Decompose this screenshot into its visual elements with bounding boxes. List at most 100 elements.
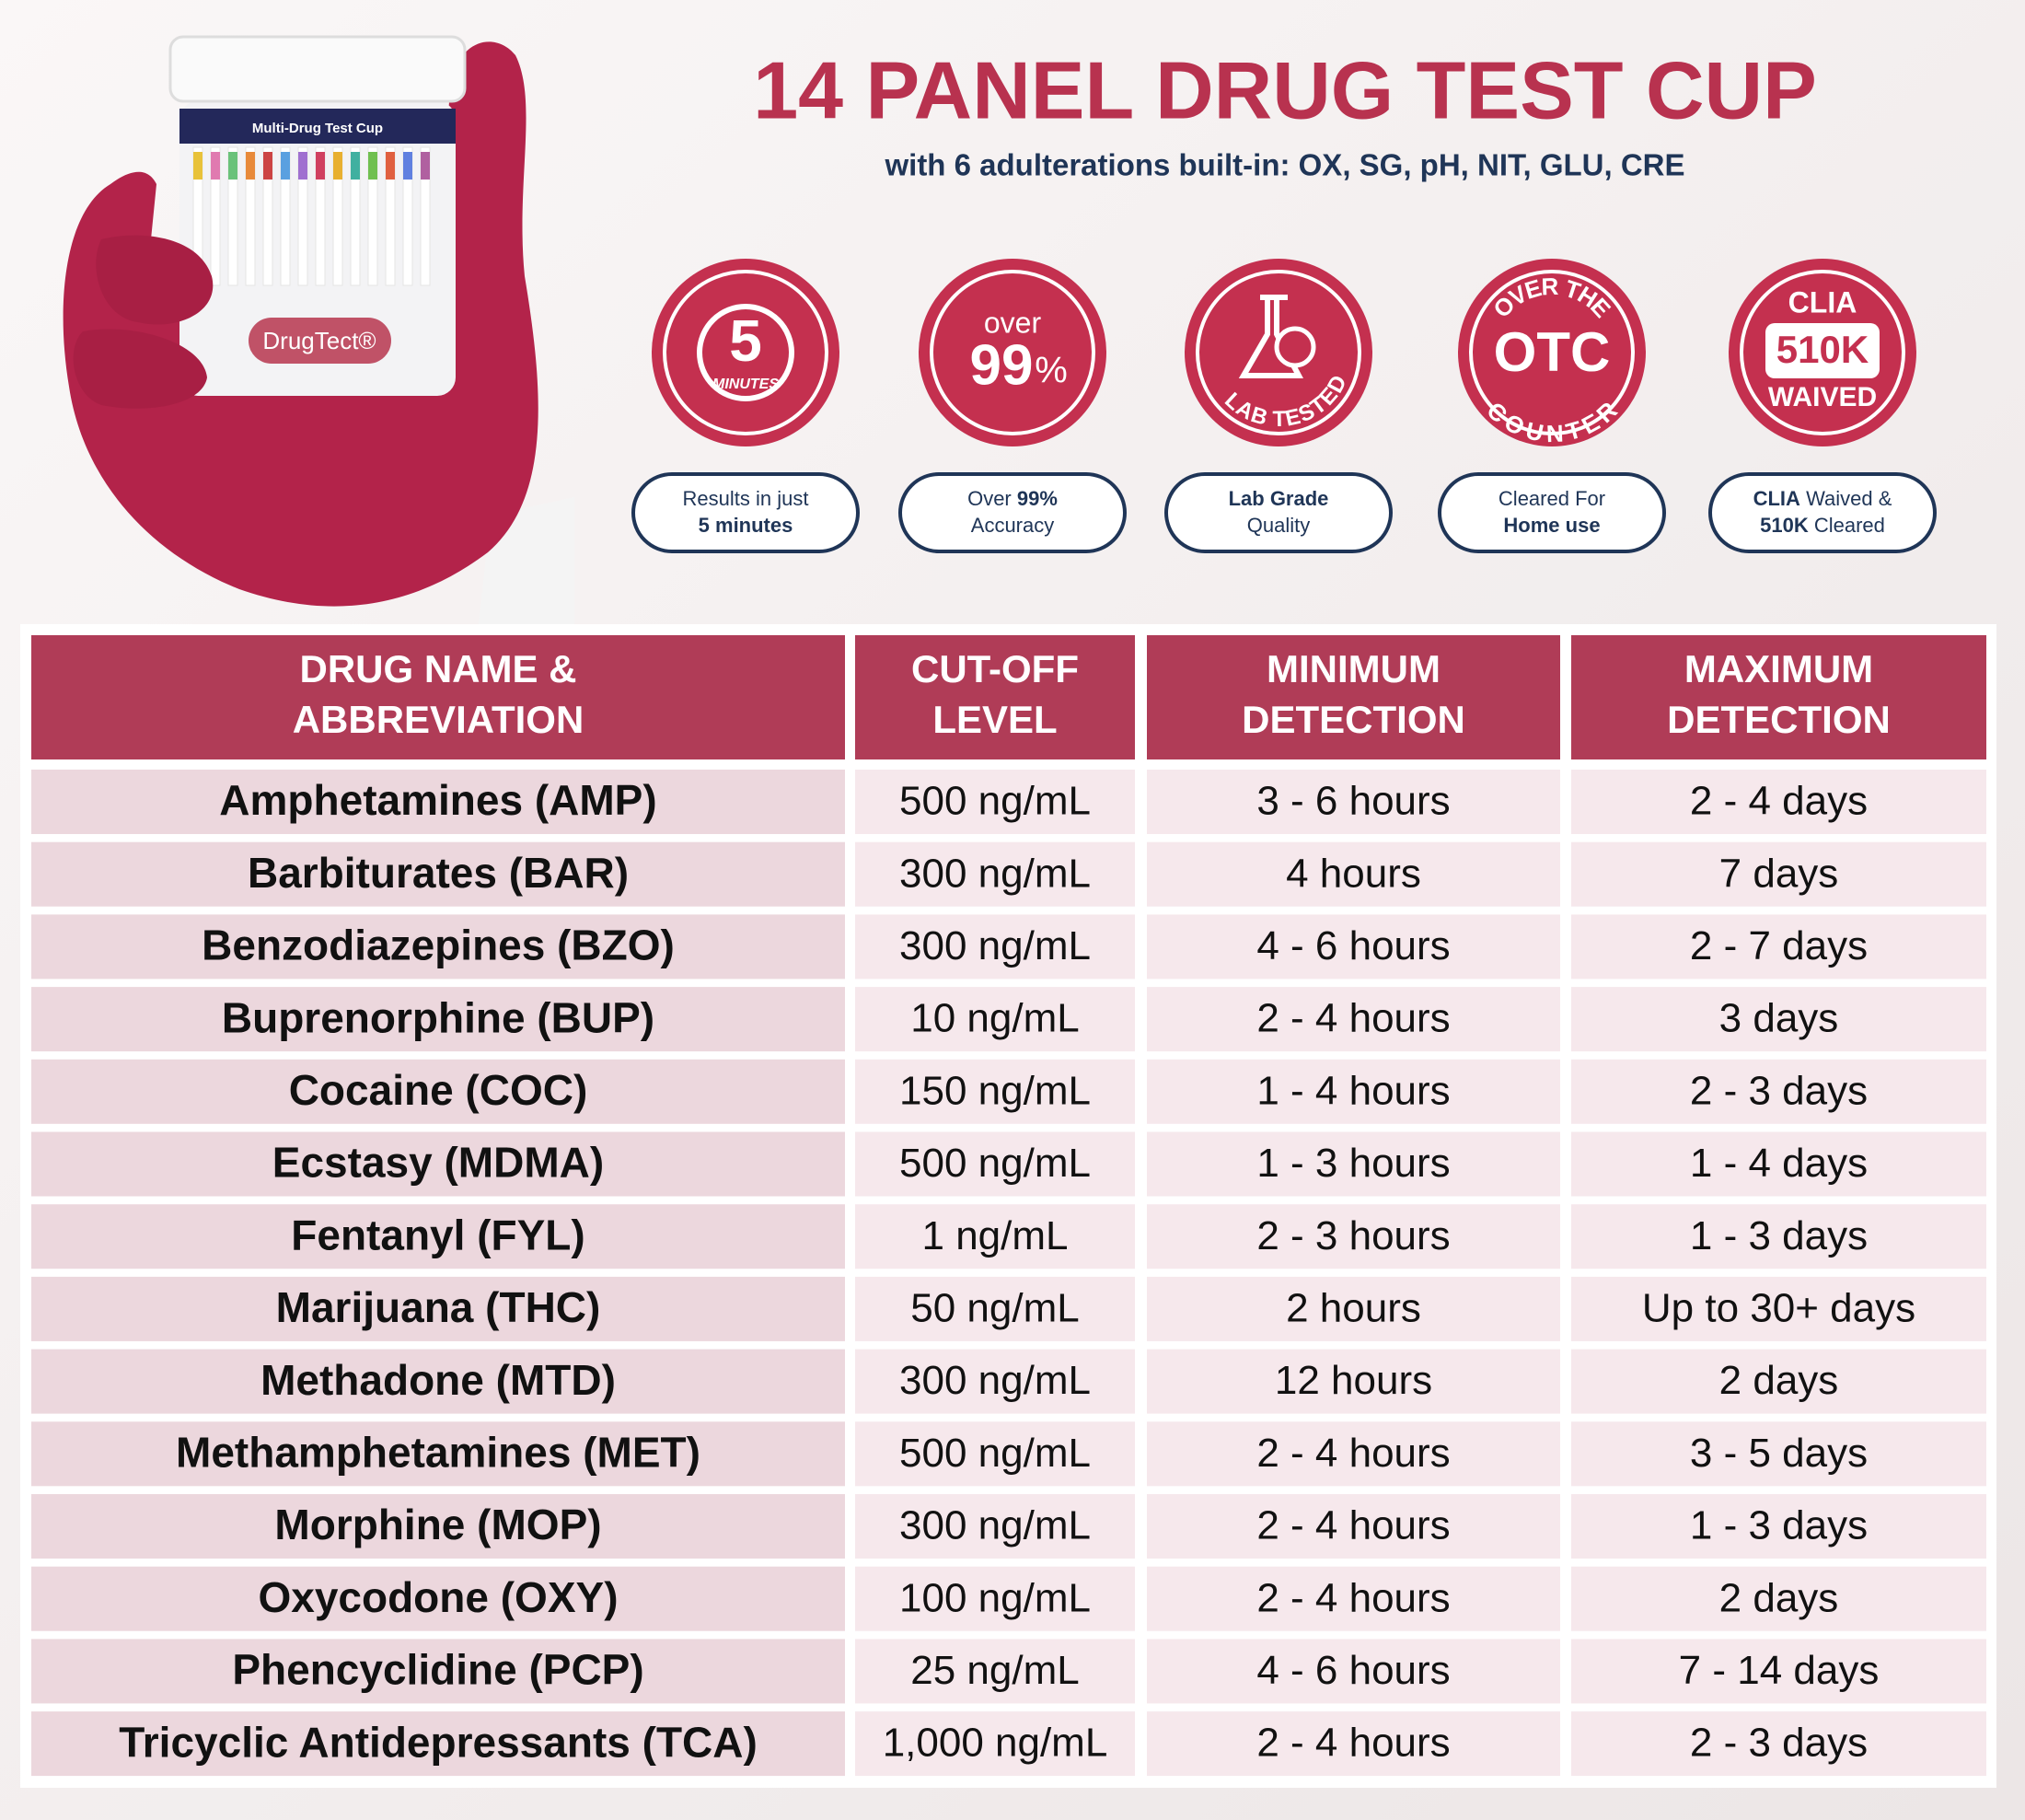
badge-text: CLIA: [1788, 285, 1857, 319]
subtitle: with 6 adulterations built-in: OX, SG, p…: [884, 148, 1684, 182]
table-cell: [855, 1276, 1135, 1341]
strip-color: [368, 152, 377, 180]
cell-text: 7 days: [1719, 851, 1839, 896]
table-cell: [1571, 1494, 1986, 1559]
table-cell: [1571, 987, 1986, 1052]
caption-segment: Cleared For: [1498, 487, 1605, 510]
table-cell: [1147, 1204, 1560, 1269]
header-text: DETECTION: [1242, 698, 1465, 741]
table-cell: [1147, 1349, 1560, 1414]
table-cell: [855, 1059, 1135, 1124]
cell-text: 7 - 14 days: [1679, 1648, 1880, 1693]
cell-text: 12 hours: [1275, 1358, 1432, 1403]
caption-line: Cleared For: [1498, 487, 1605, 510]
flask-icon: [1238, 295, 1303, 378]
table-cell: [31, 1421, 845, 1487]
test-strip: [332, 146, 343, 286]
badge-ring: [1196, 270, 1361, 435]
caption-segment: Results in just: [683, 487, 809, 510]
caption-segment: Cleared: [1814, 514, 1885, 537]
caption-pill: [898, 472, 1127, 553]
table-cell: [855, 1494, 1135, 1559]
drug-name: Barbiturates (BAR): [248, 849, 629, 897]
badge-text: %: [1035, 351, 1068, 391]
table-cell: [1147, 987, 1560, 1052]
badge-disc: [697, 304, 794, 401]
table-cell: [31, 1639, 845, 1704]
badge-outer: [652, 259, 839, 446]
badge-outer: [919, 259, 1106, 446]
drug-name: Benzodiazepines (BZO): [202, 922, 675, 969]
table-cell: [1571, 1059, 1986, 1124]
cell-text: 1 - 3 hours: [1256, 1141, 1450, 1186]
drug-name: Marijuana (THC): [276, 1283, 601, 1331]
table-cell: [31, 1711, 845, 1777]
cell-text: 150 ng/mL: [899, 1068, 1091, 1113]
table-cell: [855, 1639, 1135, 1704]
table-cell: [1571, 914, 1986, 980]
table-cell: [31, 1349, 845, 1414]
caption-line: 510K Cleared: [1760, 514, 1885, 537]
cell-text: 2 - 3 hours: [1256, 1213, 1450, 1258]
table-cell: [1571, 1711, 1986, 1777]
badge: CLIA 510K WAIVED: [1729, 259, 1916, 446]
caption-line: 5 minutes: [699, 514, 793, 537]
test-strip: [280, 146, 291, 286]
table-cell: [1147, 1276, 1560, 1341]
table-cell: [1571, 1276, 1986, 1341]
cell-text: 300 ng/mL: [899, 923, 1091, 968]
strip-color: [403, 152, 412, 180]
test-strip: [385, 146, 396, 286]
header-cell: [1571, 635, 1986, 759]
caption-line: Quality: [1247, 514, 1310, 537]
cell-text: 3 - 6 hours: [1256, 779, 1450, 824]
caption-line: Results in just: [683, 487, 809, 510]
table-cell: [1147, 1639, 1560, 1704]
caption-segment: CLIA: [1753, 487, 1800, 510]
drug-name: Oxycodone (OXY): [258, 1573, 618, 1621]
caption-segment: 5 minutes: [699, 514, 793, 537]
table-cell: [31, 1494, 845, 1559]
cell-text: 300 ng/mL: [899, 851, 1091, 896]
drug-name: Buprenorphine (BUP): [222, 993, 654, 1041]
table-cell: [31, 1276, 845, 1341]
table-cell: [1147, 1566, 1560, 1631]
cell-text: 2 - 4 hours: [1256, 996, 1450, 1041]
table-cell: [855, 1711, 1135, 1777]
table-cell: [1571, 1131, 1986, 1197]
cell-text: 1,000 ng/mL: [883, 1721, 1108, 1766]
table-cell: [31, 1566, 845, 1631]
table-cell: [31, 987, 845, 1052]
cup-label: Multi-Drug Test Cup: [252, 121, 383, 136]
caption-segment: Quality: [1247, 514, 1310, 537]
badge-text: 510K: [1776, 328, 1869, 371]
table-cell: [1571, 1566, 1986, 1631]
header-cell: [855, 635, 1135, 759]
drug-name: Tricyclic Antidepressants (TCA): [119, 1718, 758, 1766]
badge-text: 99: [970, 333, 1034, 397]
table-cell: [1147, 1711, 1560, 1777]
header-text: LEVEL: [932, 698, 1057, 741]
cell-text: 2 days: [1719, 1358, 1839, 1403]
badge-text: OTC: [1494, 321, 1611, 383]
caption-pill: [1438, 472, 1666, 553]
drug-name: Amphetamines (AMP): [219, 776, 656, 824]
table-cell: [1147, 1059, 1560, 1124]
test-strip: [367, 146, 378, 286]
cell-text: 2 - 3 days: [1690, 1068, 1868, 1113]
check-icon: [1274, 326, 1316, 368]
cell-text: 50 ng/mL: [910, 1286, 1079, 1331]
badge-ring: [930, 270, 1095, 435]
table-cell: [855, 1204, 1135, 1269]
caption-pill: [1708, 472, 1937, 553]
badge-caption: Results in just 5 minutes: [631, 472, 860, 553]
test-strip: [350, 146, 361, 286]
table-cell: [31, 841, 845, 907]
table-cell: [31, 1059, 845, 1124]
cell-text: 2 - 7 days: [1690, 923, 1868, 968]
cell-text: 10 ng/mL: [910, 996, 1079, 1041]
test-strip: [297, 146, 308, 286]
cell-text: 300 ng/mL: [899, 1503, 1091, 1548]
test-strip: [402, 146, 413, 286]
